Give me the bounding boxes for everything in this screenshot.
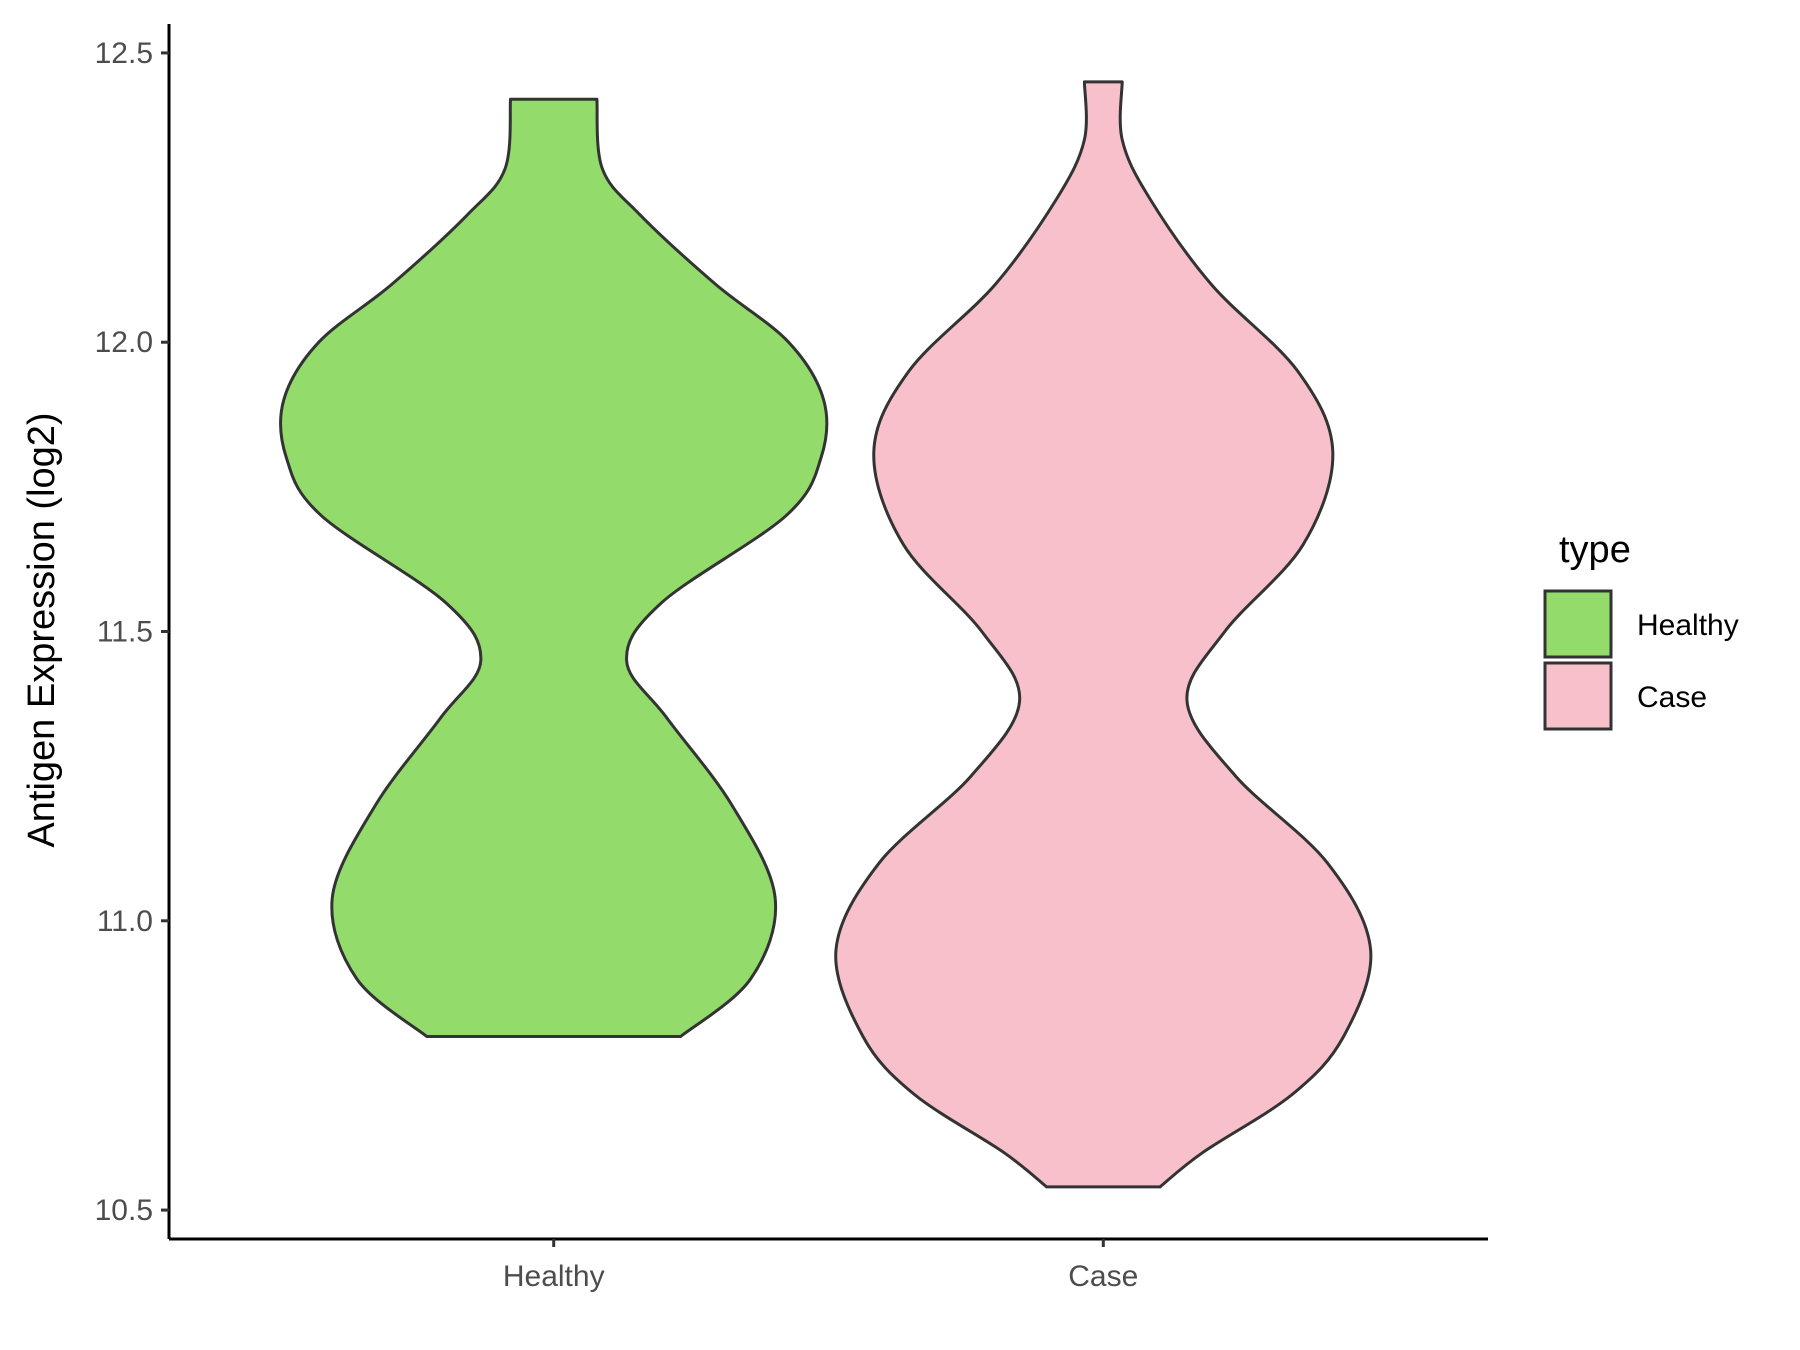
violin-healthy bbox=[279, 97, 829, 1038]
y-tick-label: 12.0 bbox=[95, 326, 153, 359]
y-tick-label: 12.5 bbox=[95, 37, 153, 70]
y-tick-label: 10.5 bbox=[95, 1194, 153, 1227]
legend-title: type bbox=[1559, 529, 1631, 571]
x-tick-label: Healthy bbox=[503, 1260, 605, 1293]
legend-swatch bbox=[1543, 661, 1613, 731]
legend-label: Case bbox=[1637, 681, 1707, 714]
legend: type Healthy Case bbox=[1543, 529, 1739, 731]
y-axis-title: Antigen Expression (log2) bbox=[21, 412, 63, 847]
y-tick-label: 11.0 bbox=[97, 905, 153, 938]
y-tick-label: 11.5 bbox=[97, 616, 153, 649]
legend-label: Healthy bbox=[1637, 609, 1739, 642]
x-ticks: Healthy Case bbox=[503, 1239, 1138, 1293]
x-tick-label: Case bbox=[1068, 1260, 1138, 1293]
legend-swatch bbox=[1543, 589, 1613, 659]
violin-layer bbox=[279, 80, 1373, 1189]
y-ticks: 10.5 11.0 11.5 12.0 12.5 bbox=[95, 37, 169, 1227]
violin-case bbox=[834, 80, 1373, 1189]
